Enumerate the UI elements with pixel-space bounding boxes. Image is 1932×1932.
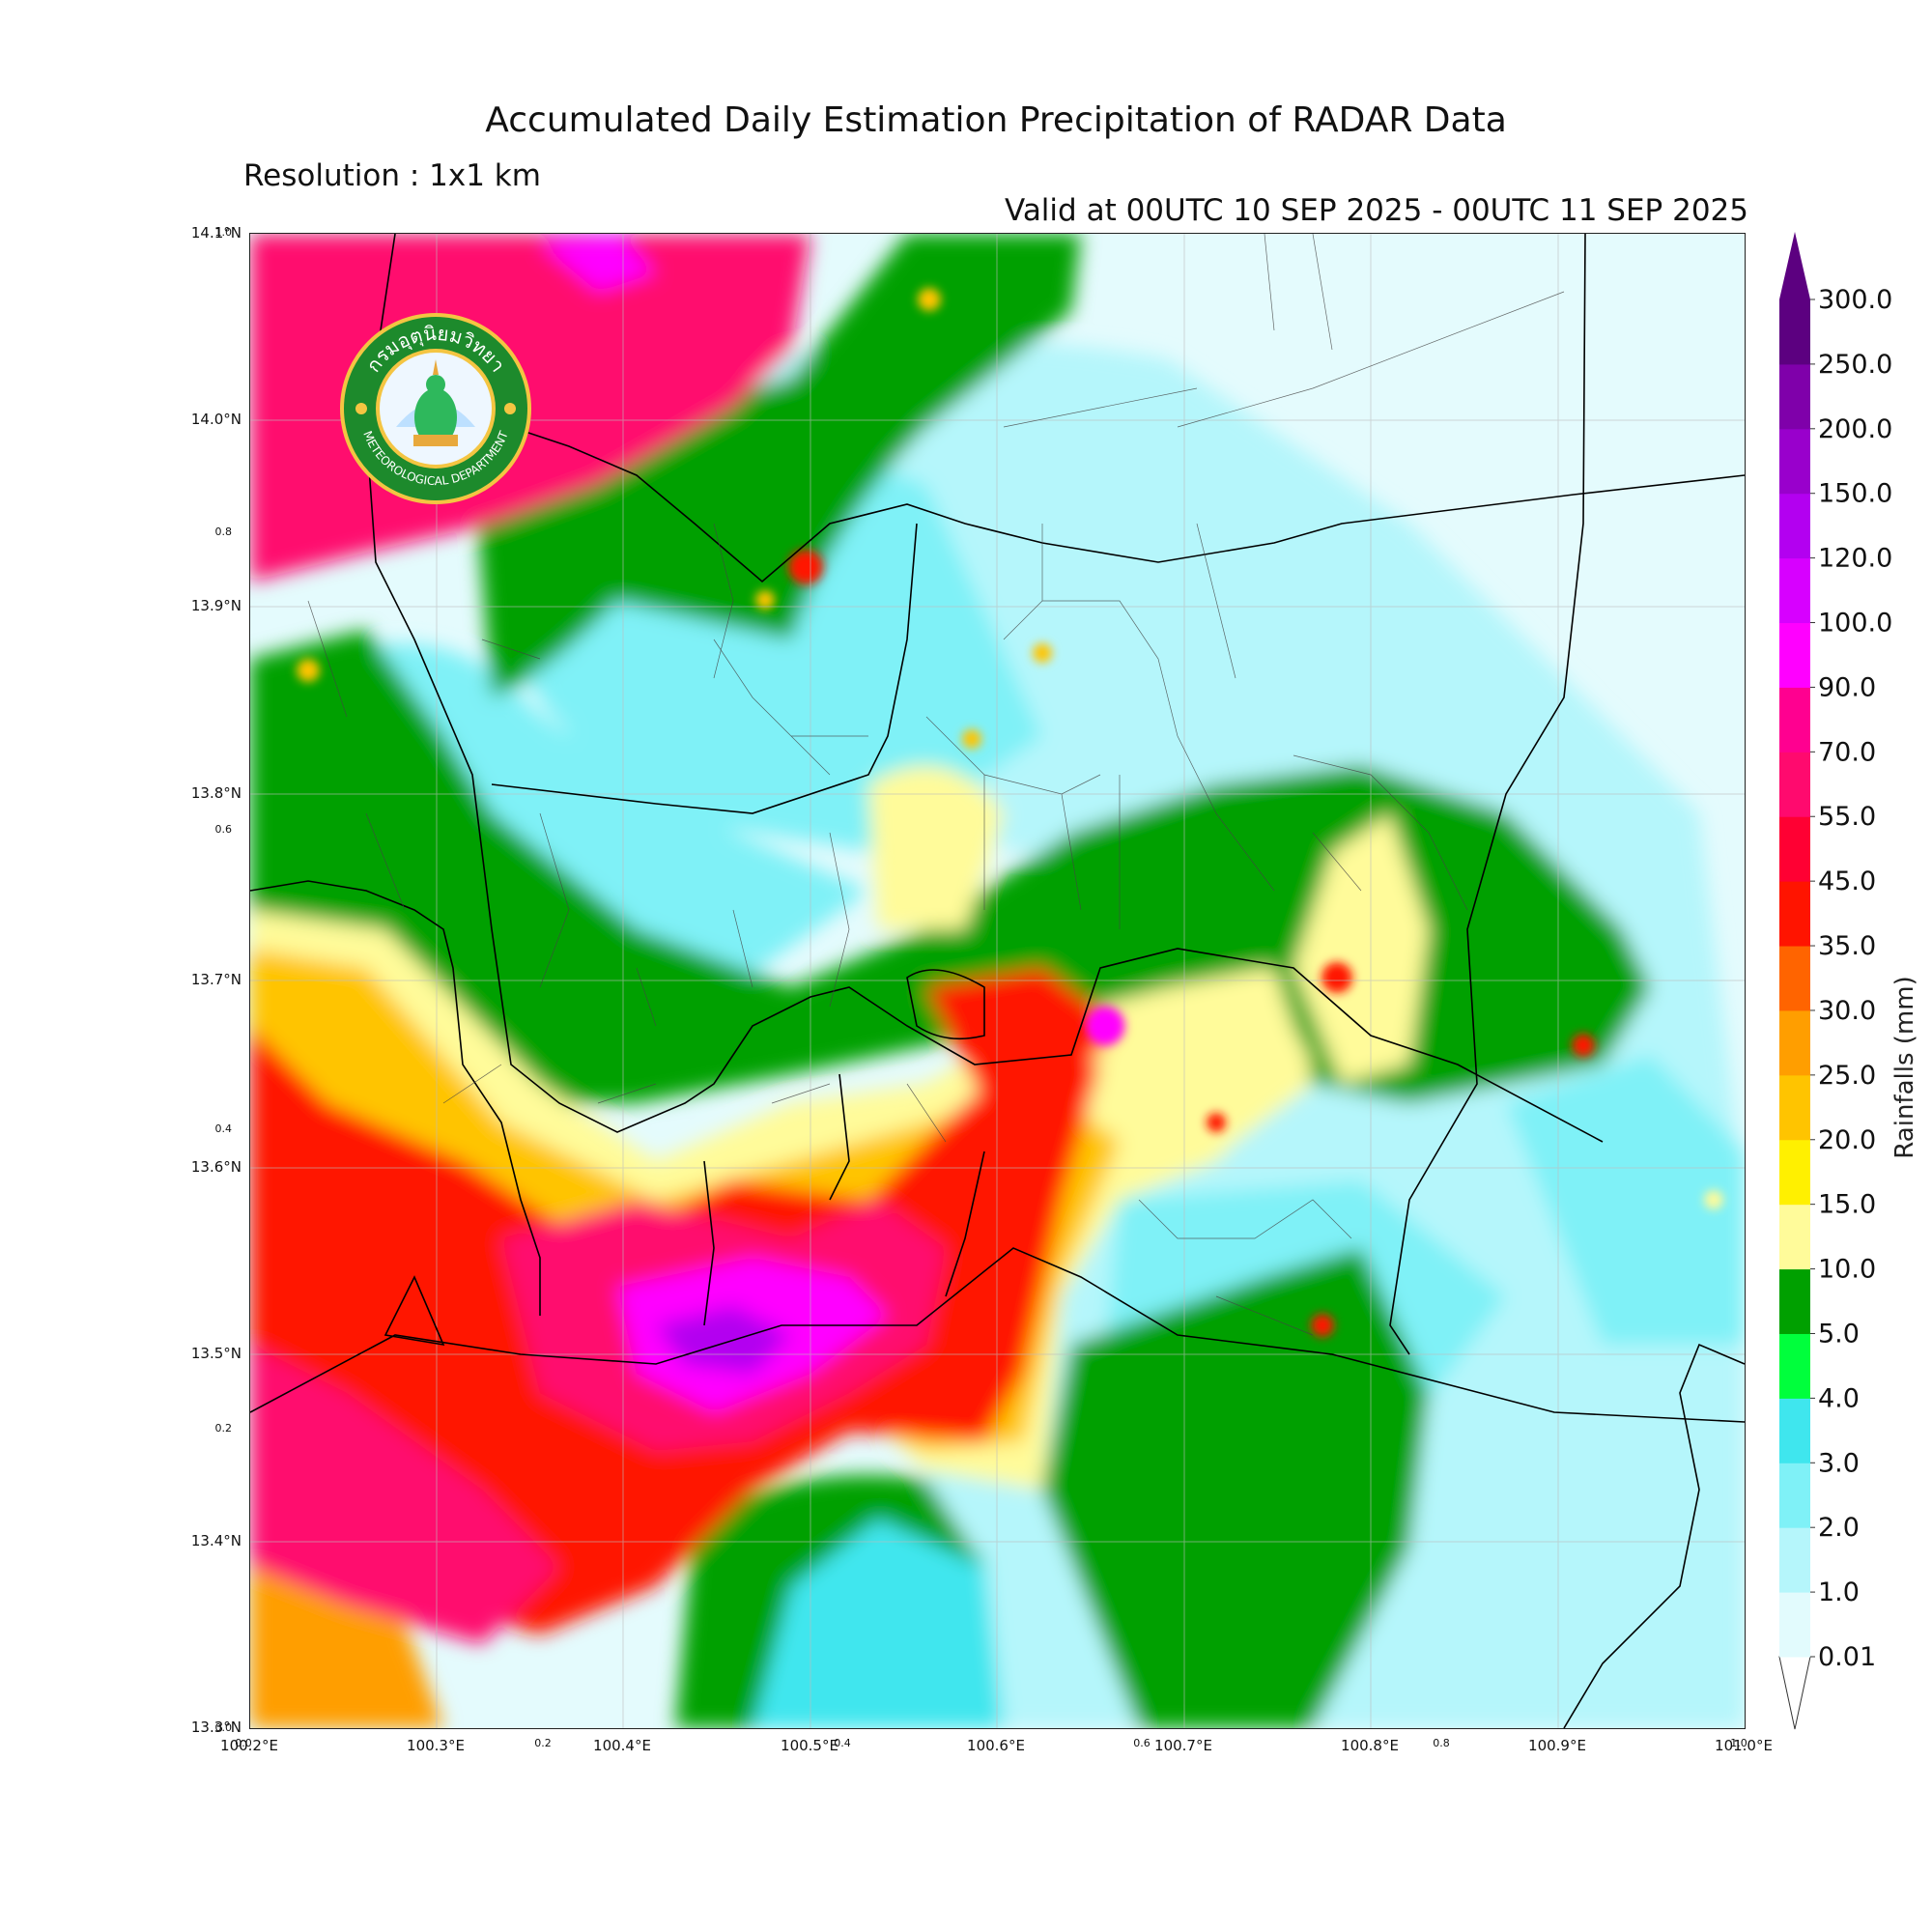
colorbar-level-label: 25.0: [1818, 1061, 1876, 1091]
province-boundaries: [250, 234, 1745, 1728]
colorbar-segment: [1779, 622, 1810, 688]
colorbar-level-label: 4.0: [1818, 1383, 1860, 1413]
lat-tick-label: 13.8°N: [191, 784, 242, 802]
gridlines: [250, 234, 1745, 1728]
lat-tick-label: 14.1°N: [191, 224, 242, 242]
colorbar-segment: [1779, 1074, 1810, 1141]
colorbar-level-label: 10.0: [1818, 1255, 1876, 1285]
colorbar-segment: [1779, 1139, 1810, 1206]
resolution-label: Resolution : 1x1 km: [243, 158, 541, 193]
colorbar-labels: 0.01 1.0 2.0 3.0 4.0 5.0 10.0 15.0 20.0 25.0 30.0 3…: [1810, 285, 1892, 1672]
lon-tick-label: 100.9°E: [1528, 1737, 1586, 1754]
lon-tick-label: 101.0°E: [1715, 1737, 1773, 1754]
precip-blobs: [250, 234, 1745, 1728]
colorbar-level-label: 250.0: [1818, 350, 1892, 380]
lat-tick-label: 13.3°N: [191, 1719, 242, 1736]
lat-tick-label: 13.6°N: [191, 1158, 242, 1176]
colorbar-segments: [1778, 232, 1811, 1730]
colorbar-segment: [1779, 557, 1810, 624]
precip-hotspots: [297, 288, 1723, 1337]
colorbar-level-label: 300.0: [1818, 285, 1892, 315]
colorbar-segment: [1779, 1268, 1810, 1334]
colorbar-level-label: 120.0: [1818, 544, 1892, 574]
colorbar-level-label: 200.0: [1818, 414, 1892, 444]
valid-time-label: Valid at 00UTC 10 SEP 2025 - 00UTC 11 SE…: [1005, 193, 1748, 228]
district-boundaries: [307, 234, 1565, 1336]
colorbar-segment: [1779, 752, 1810, 817]
colorbar-segment: [1779, 946, 1810, 1011]
colorbar-segment: [1779, 1398, 1810, 1463]
colorbar-level-label: 150.0: [1818, 479, 1892, 509]
inset-y-tick: 0.6: [215, 823, 233, 836]
inset-x-tick: 0.4: [834, 1737, 851, 1749]
latitude-ticks: 14.1°N 14.0°N 13.9°N 13.8°N 13.7°N 13.6°…: [191, 224, 242, 1736]
colorbar-segment: [1779, 687, 1810, 753]
colorbar-level-label: 30.0: [1818, 996, 1876, 1026]
colorbar-level-label: 100.0: [1818, 609, 1892, 639]
inset-y-tick: 0.0: [215, 1721, 233, 1734]
lon-tick-label: 100.4°E: [593, 1737, 651, 1754]
colorbar-level-label: 70.0: [1818, 737, 1876, 767]
colorbar-max-extend: [1779, 232, 1810, 299]
lon-tick-label: 100.3°E: [407, 1737, 465, 1754]
lon-tick-label: 100.5°E: [781, 1737, 838, 1754]
colorbar-segment: [1779, 428, 1810, 495]
lon-tick-label: 100.7°E: [1154, 1737, 1212, 1754]
inset-y-tick: 0.4: [215, 1122, 233, 1135]
precipitation-map[interactable]: [249, 233, 1746, 1729]
inset-x-tick: 0.6: [1133, 1737, 1151, 1749]
inset-x-tick: 0.0: [235, 1737, 252, 1749]
colorbar-segment: [1779, 363, 1810, 430]
chart-title: Accumulated Daily Estimation Precipitati…: [485, 100, 1507, 140]
colorbar-segment: [1779, 493, 1810, 559]
colorbar-level-label: 90.0: [1818, 672, 1876, 702]
lat-tick-label: 13.5°N: [191, 1345, 242, 1362]
colorbar-level-label: 1.0: [1818, 1577, 1860, 1607]
inset-axis-ticks: 0.0 0.2 0.4 0.6 0.8 1.0 0.0 0.2 0.4 0.6 …: [215, 226, 1747, 1749]
longitude-ticks: 100.2°E 100.3°E 100.4°E 100.5°E 100.6°E …: [220, 1737, 1773, 1754]
colorbar-level-label: 5.0: [1818, 1319, 1860, 1349]
lat-tick-label: 13.9°N: [191, 597, 242, 614]
colorbar-segment: [1779, 816, 1810, 882]
inset-x-tick: 0.2: [534, 1737, 552, 1749]
colorbar-segment: [1779, 1009, 1810, 1076]
tmd-emblem-icon: กรมอุตุนิยมวิทยา METEOROLOGICAL DEPARTME…: [340, 313, 531, 504]
inset-x-tick: 1.0: [1730, 1737, 1747, 1749]
colorbar-segment: [1779, 1592, 1810, 1658]
inset-x-tick: 0.8: [1433, 1737, 1450, 1749]
colorbar-level-label: 45.0: [1818, 867, 1876, 896]
colorbar-segment: [1779, 1463, 1810, 1528]
lat-tick-label: 13.4°N: [191, 1532, 242, 1549]
colorbar-segment: [1779, 1204, 1810, 1270]
precipitation-field: [250, 234, 1745, 1728]
inset-y-tick: 0.8: [215, 526, 233, 538]
colorbar-level-label: 2.0: [1818, 1513, 1860, 1543]
colorbar-min-extend: [1778, 1656, 1811, 1730]
colorbar-segment: [1779, 1333, 1810, 1399]
lon-tick-label: 100.2°E: [220, 1737, 278, 1754]
colorbar-level-label: 0.01: [1818, 1642, 1876, 1672]
lon-tick-label: 100.6°E: [967, 1737, 1025, 1754]
colorbar-level-label: 35.0: [1818, 931, 1876, 961]
colorbar-level-label: 20.0: [1818, 1125, 1876, 1155]
colorbar-title: Rainfalls (mm): [1890, 976, 1919, 1158]
colorbar-level-label: 55.0: [1818, 802, 1876, 832]
colorbar: 0.01 1.0 2.0 3.0 4.0 5.0 10.0 15.0 20.0 25.0 30.0 3…: [1778, 232, 1919, 1730]
lat-tick-label: 14.0°N: [191, 411, 242, 428]
lon-tick-label: 100.8°E: [1341, 1737, 1399, 1754]
colorbar-segment: [1779, 299, 1810, 365]
colorbar-segment: [1779, 881, 1810, 947]
inset-y-tick: 1.0: [215, 226, 233, 239]
inset-y-tick: 0.2: [215, 1422, 233, 1435]
lat-tick-label: 13.7°N: [191, 971, 242, 988]
colorbar-segment: [1779, 1527, 1810, 1593]
tmd-logo: กรมอุตุนิยมวิทยา METEOROLOGICAL DEPARTME…: [338, 311, 533, 506]
colorbar-level-label: 3.0: [1818, 1448, 1860, 1478]
colorbar-level-label: 15.0: [1818, 1190, 1876, 1220]
